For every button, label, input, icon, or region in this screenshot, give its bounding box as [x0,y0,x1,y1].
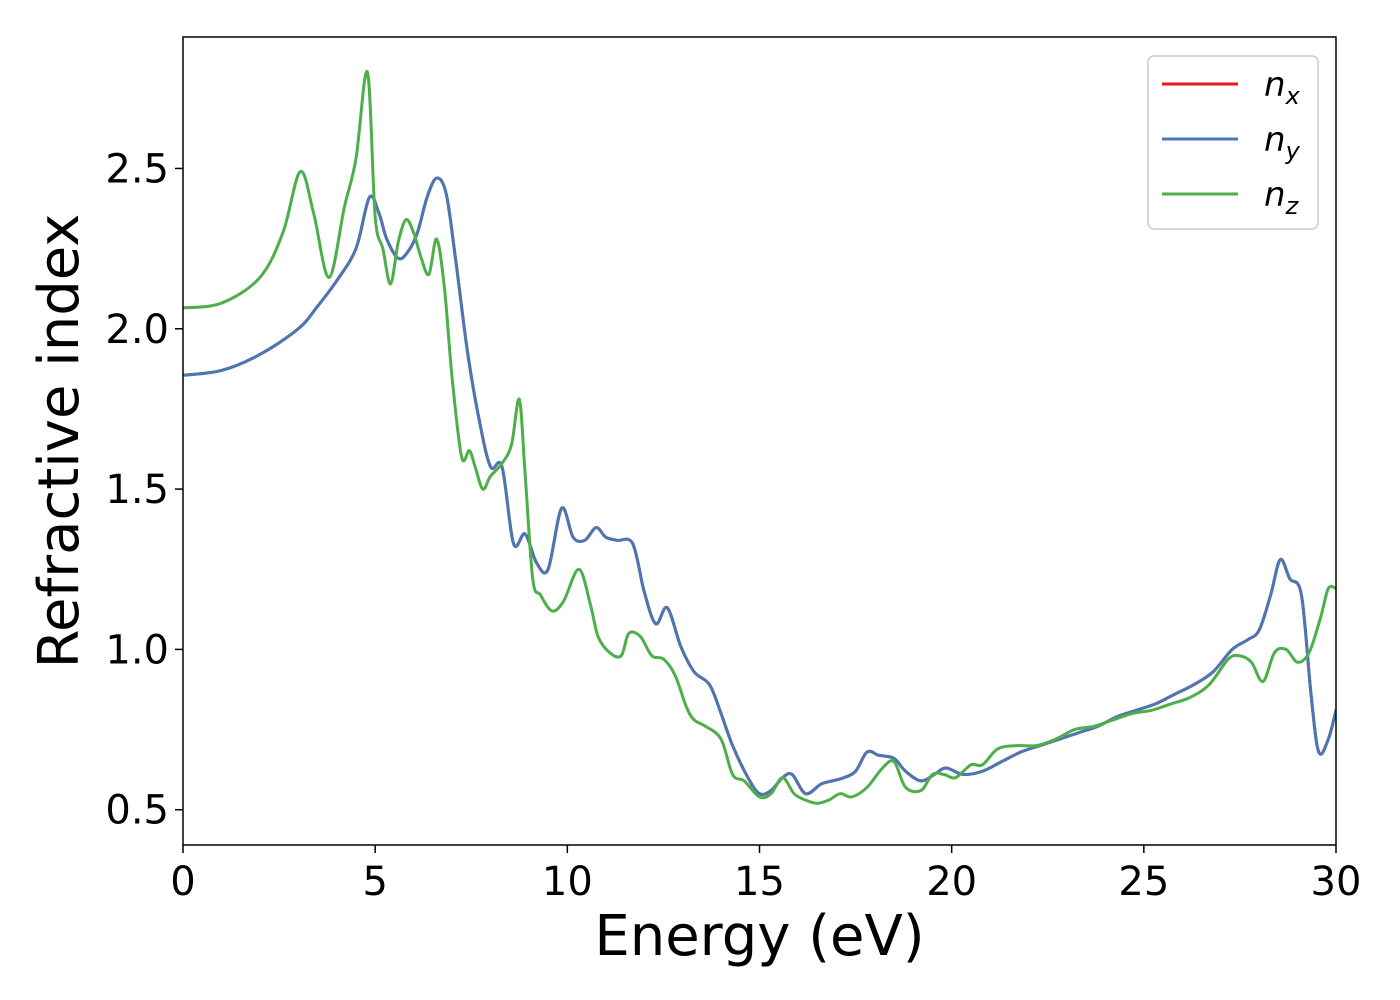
x-axis-label: Energy (eV) [594,904,924,969]
x-tick-label: 5 [362,859,387,905]
y-tick-label: 1.0 [105,627,169,673]
series-layer [183,70,1336,805]
legend-item-n-z: nz [1162,175,1300,220]
legend-label: nx [1264,65,1301,110]
y-tick-label: 1.5 [105,467,169,513]
legend-label: ny [1264,120,1301,165]
x-tick-label: 20 [926,859,977,905]
series-line-n-z [183,70,1336,805]
y-tick-label: 2.5 [105,146,169,192]
axes-layer: 0 5 10 15 20 25 30 0.5 1.0 1.5 2.0 2.5 [105,36,1362,905]
legend-item-n-y: ny [1162,120,1301,165]
legend-label: nz [1264,175,1300,220]
legend: nx ny nz [1147,55,1319,230]
x-tick-label: 30 [1311,859,1362,905]
x-tick-label: 15 [734,859,785,905]
y-tick-label: 2.0 [105,307,169,353]
legend-box [1147,55,1319,230]
series-line-n-y [183,176,1336,796]
y-axis-label: Refractive index [27,214,92,669]
legend-item-n-x: nx [1162,65,1301,110]
x-tick-label: 0 [170,859,195,905]
x-tick-label: 25 [1118,859,1169,905]
y-tick-label: 0.5 [105,788,169,834]
x-tick-label: 10 [542,859,593,905]
